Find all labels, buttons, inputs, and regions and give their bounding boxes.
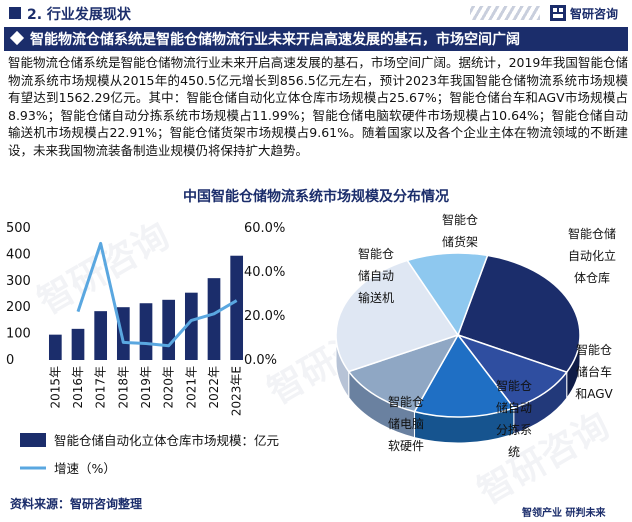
x-tick-label: 2022年 <box>207 366 221 409</box>
pie-label-line: 储电脑 <box>388 416 424 431</box>
source-note: 资料来源：智研咨询整理 <box>10 497 143 511</box>
pie-label: 智能仓储货架 <box>442 212 478 249</box>
body-paragraph: 智能物流仓储系统是智能仓储物流行业未来开启高速发展的基石，市场空间广阔。据统计，… <box>8 55 628 158</box>
pie-label-line: 储自动 <box>496 400 532 415</box>
pie-label-line: 智能仓 <box>496 378 532 393</box>
chart-title: 中国智能仓储物流系统市场规模及分布情况 <box>183 189 449 205</box>
pie-label-line: 自动化立 <box>568 248 616 263</box>
pie-label-line: 分拣系 <box>496 422 532 437</box>
pie-slice <box>455 333 568 409</box>
y-left-tick-label: 0 <box>6 353 14 368</box>
x-tick-label: 2016年 <box>71 366 85 409</box>
y-left-tick-label: 300 <box>6 274 31 289</box>
pie-label: 智能仓储台车和AGV <box>575 342 613 401</box>
pie-label-line: 和AGV <box>575 387 613 401</box>
y-right-tick-label: 20.0% <box>244 309 285 324</box>
top-bar: 2. 行业发展现状 智研咨询 <box>0 0 632 26</box>
pie-slice <box>457 254 581 374</box>
pie-slice <box>406 252 489 337</box>
pie-label: 智能仓储电脑软硬件 <box>388 394 424 453</box>
pie-chart: 智能仓储自动化立体仓库智能仓储台车和AGV智能仓储自动分拣系统智能仓储电脑软硬件… <box>335 212 616 459</box>
bar <box>139 303 153 360</box>
bar <box>184 292 198 360</box>
x-tick-label: 2017年 <box>94 366 108 409</box>
y-left-tick-label: 100 <box>6 327 31 342</box>
diamond-icon <box>9 30 25 46</box>
x-tick-label: 2021年 <box>184 366 198 409</box>
x-tick-label: 2019年 <box>139 366 153 409</box>
footer-slogan: 智领产业 研判未来 <box>522 508 606 519</box>
bar <box>162 299 176 360</box>
pie-label-line: 储自动 <box>358 268 394 283</box>
pie-label-line: 储台车 <box>576 364 612 379</box>
pie-label-line: 智能仓 <box>358 246 394 261</box>
pie-label: 智能仓储自动输送机 <box>358 246 394 305</box>
growth-line <box>76 241 238 348</box>
logo-icon <box>550 5 566 21</box>
y-right-tick-label: 60.0% <box>244 221 285 236</box>
pie-label: 智能仓储自动分拣系统 <box>496 378 532 459</box>
banner-title: 智能物流仓储系统是智能仓储物流行业未来开启高速发展的基石，市场空间广阔 <box>30 32 520 48</box>
legend-swatch-bar <box>20 433 46 447</box>
x-tick-label: 2018年 <box>116 366 130 409</box>
pie-label-line: 体仓库 <box>574 270 610 285</box>
x-tick-label: 2023年E <box>230 366 244 416</box>
bar <box>94 311 108 360</box>
pie-label-line: 软硬件 <box>388 439 424 453</box>
pie-label-line: 统 <box>508 445 520 459</box>
y-left-tick-label: 500 <box>6 221 31 236</box>
pie-label-line: 储货架 <box>442 234 478 249</box>
combo-chart: 0 100 200 300 400 500 0.0% 20.0% 40.0% 60.0% 2015年… <box>6 221 285 476</box>
y-right-tick-label: 40.0% <box>244 265 285 280</box>
logo-text: 智研咨询 <box>570 7 619 21</box>
y-left-tick-label: 200 <box>6 300 31 315</box>
section-marker-icon <box>9 7 21 19</box>
legend-label-line: 增速（%） <box>54 461 116 476</box>
pie-slice <box>335 259 460 373</box>
y-left-tick-label: 400 <box>6 247 31 262</box>
bar <box>71 328 85 360</box>
section-title: 2. 行业发展现状 <box>27 7 131 23</box>
legend-label-bar: 智能仓储自动化立体仓库市场规模：亿元 <box>54 433 279 448</box>
bar <box>48 334 62 360</box>
x-tick-label: 2020年 <box>162 366 176 409</box>
bar <box>230 255 244 360</box>
pie-label-line: 输送机 <box>358 290 394 305</box>
pie-label-line: 智能仓 <box>576 342 612 357</box>
decorative-stripes <box>470 6 540 20</box>
x-tick-label: 2015年 <box>48 366 62 409</box>
bar <box>116 307 130 360</box>
headline-banner: 智能物流仓储系统是智能仓储物流行业未来开启高速发展的基石，市场空间广阔 <box>4 27 628 51</box>
y-right-tick-label: 0.0% <box>244 353 277 368</box>
pie-label-line: 智能仓储 <box>568 226 616 241</box>
pie-label-line: 智能仓 <box>388 394 424 409</box>
pie-label-line: 智能仓 <box>442 212 478 227</box>
pie-label: 智能仓储自动化立体仓库 <box>568 226 616 285</box>
pie-slice <box>413 333 516 418</box>
bar <box>207 278 221 360</box>
pie-slice <box>347 333 460 413</box>
